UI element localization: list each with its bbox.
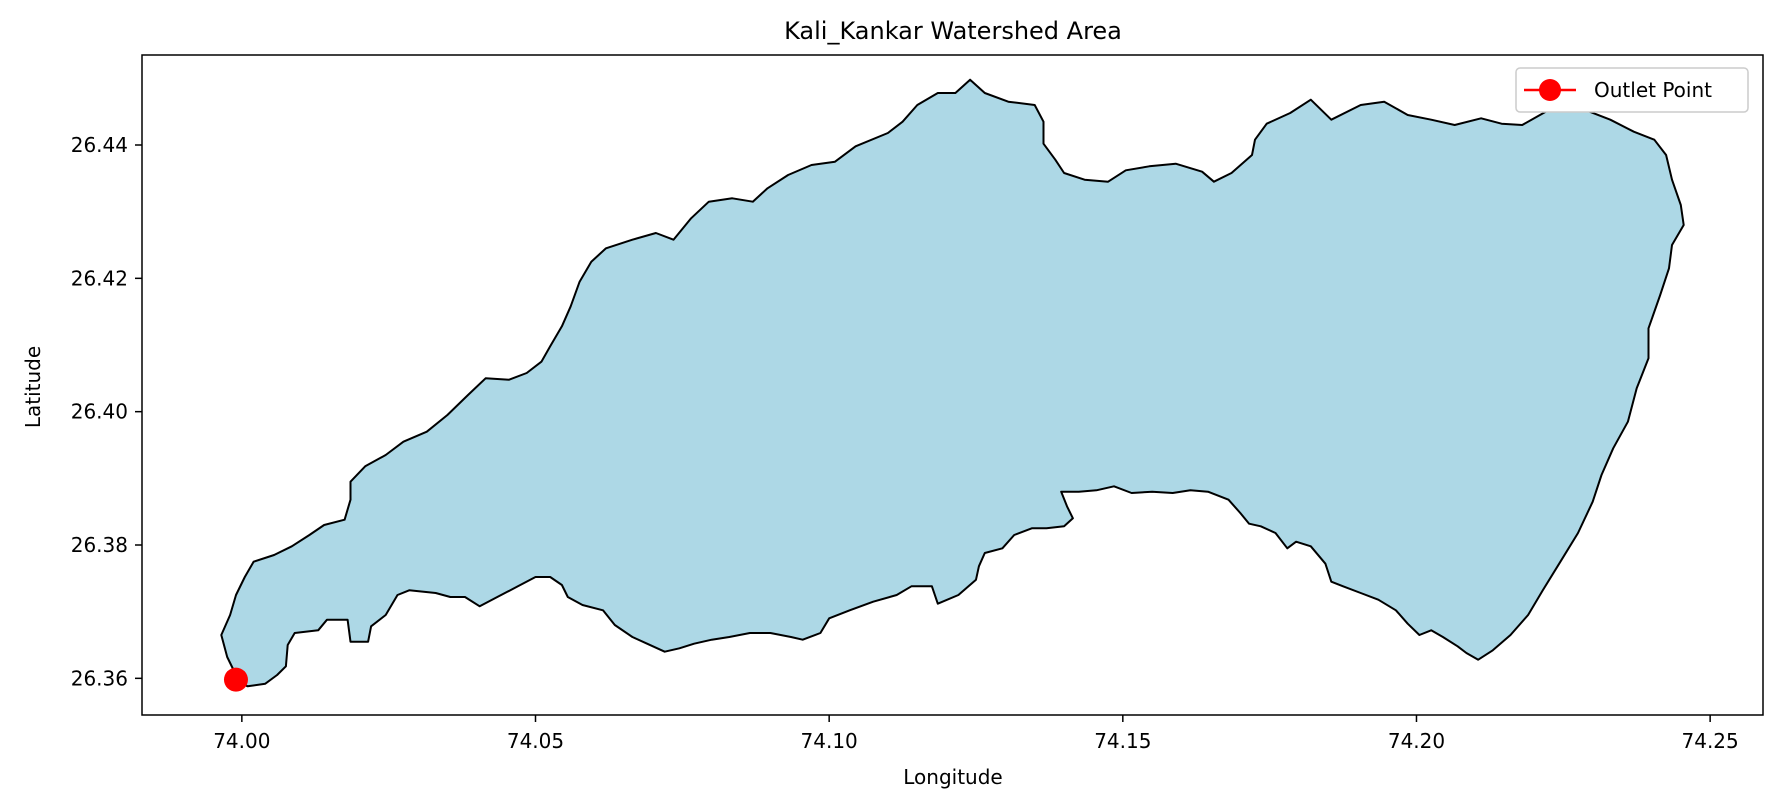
legend-box: [1515, 67, 1749, 113]
chart-title: Kali_Kankar Watershed Area: [784, 17, 1122, 45]
y-tick-label: 26.36: [71, 666, 128, 690]
plot-area: [220, 78, 1685, 692]
x-tick-label: 74.20: [1388, 729, 1445, 753]
y-tick-label: 26.42: [71, 266, 128, 290]
y-axis: 26.36 26.38 26.40 26.42 26.44: [71, 133, 142, 690]
x-tick-label: 74.15: [1094, 729, 1151, 753]
legend: Outlet Point: [1515, 67, 1749, 113]
outlet-point-marker: [223, 667, 248, 692]
x-tick-label: 74.05: [507, 729, 564, 753]
x-axis: 74.00 74.05 74.10 74.15 74.20 74.25: [213, 715, 1739, 753]
x-axis-label: Longitude: [903, 765, 1002, 789]
x-tick-label: 74.00: [213, 729, 270, 753]
x-tick-label: 74.25: [1682, 729, 1739, 753]
legend-label-outlet-point: Outlet Point: [1594, 78, 1712, 102]
legend-marker-swatch: [1539, 79, 1561, 101]
y-axis-label: Latitude: [21, 346, 45, 428]
watershed-polygon: [220, 78, 1685, 688]
x-tick-label: 74.10: [801, 729, 858, 753]
y-tick-label: 26.38: [71, 533, 128, 557]
y-tick-label: 26.44: [71, 133, 128, 157]
y-tick-label: 26.40: [71, 400, 128, 424]
plot-frame: [141, 54, 1764, 716]
